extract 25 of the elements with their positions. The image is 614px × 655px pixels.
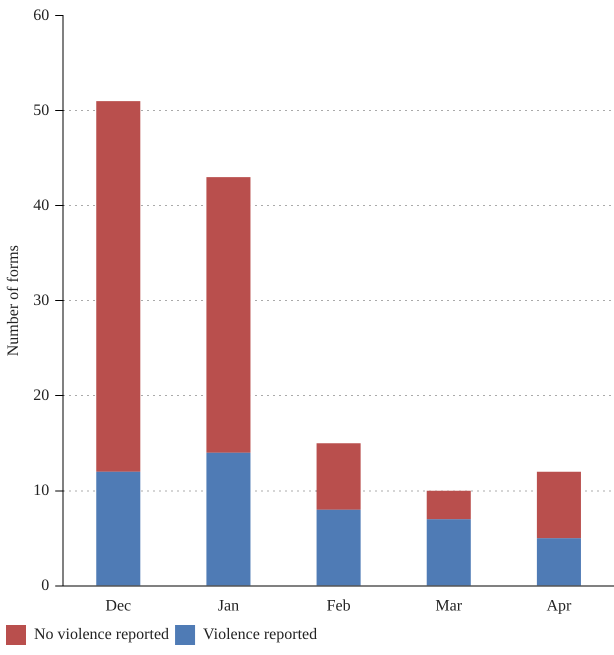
x-tick-label: Mar [435, 598, 463, 615]
y-tick-label: 10 [33, 482, 50, 499]
x-tick-label: Jan [218, 598, 240, 615]
x-tick-label: Feb [326, 598, 351, 615]
bar [96, 101, 140, 472]
y-axis-title: Number of forms [4, 245, 22, 356]
legend-label: Violence reported [203, 626, 318, 644]
bar [206, 452, 250, 586]
y-tick-label: 0 [41, 577, 50, 594]
bar [96, 472, 140, 586]
y-tick-label: 60 [33, 6, 50, 24]
x-tick-label: Apr [546, 598, 572, 615]
y-tick-label: 30 [33, 292, 50, 309]
bar [206, 177, 250, 453]
bar [426, 519, 471, 586]
y-tick-label: 20 [33, 386, 50, 404]
bar [536, 472, 581, 538]
bar [316, 443, 361, 510]
bar [316, 510, 361, 586]
y-tick-label: 40 [33, 196, 50, 214]
bar [426, 490, 471, 520]
x-tick-label: Dec [105, 598, 132, 615]
bar [536, 538, 581, 586]
y-tick-label: 50 [33, 102, 50, 119]
legend-label: No violence reported [34, 626, 170, 644]
